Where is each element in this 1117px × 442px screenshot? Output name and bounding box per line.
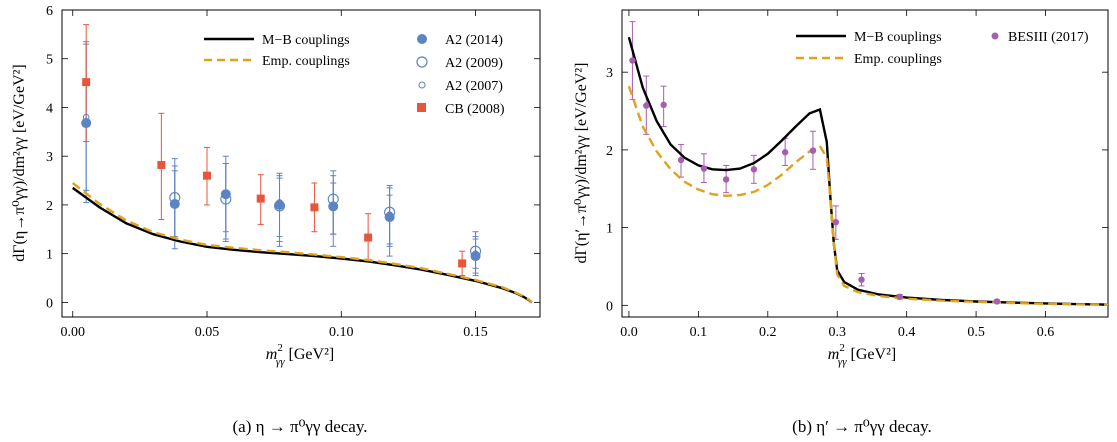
legend-label-a2-2007: A2 (2007) xyxy=(445,79,503,94)
panel-b-series xyxy=(627,21,1108,306)
x-tick-label: 0.10 xyxy=(329,325,354,340)
data-point-a2-2007 xyxy=(276,199,283,206)
data-point-besiii-2017 xyxy=(896,293,903,300)
legend-label-besiii: BESIII (2017) xyxy=(1008,30,1089,45)
data-point-cb-2008 xyxy=(203,171,212,180)
data-point-a2-2007 xyxy=(386,211,393,218)
data-point-besiii-2017 xyxy=(781,149,789,156)
data-point-cb-2008 xyxy=(256,194,265,203)
legend-label-mb-b: M−B couplings xyxy=(854,30,942,45)
legend-label-emp-b: Emp. couplings xyxy=(854,52,942,67)
y-tick-label: 0 xyxy=(46,296,53,311)
panel-a: 0.00 0.05 0.10 0.15 0 1 2 3 4 5 6 dΓ(η→π⁰γγ)/dm²γγ… xyxy=(11,4,541,436)
data-point-a2-2009 xyxy=(220,193,232,205)
y-tick-label: 5 xyxy=(46,53,53,68)
panel-b-legend: M−B couplings Emp. couplings BESIII (201… xyxy=(796,30,1089,67)
x-tick-label: 0.05 xyxy=(195,325,220,340)
y-tick-label: 3 xyxy=(606,66,613,81)
panel-b-x-axis-title: m2 γγ [GeV²] xyxy=(828,342,896,368)
panel-a-series xyxy=(71,24,533,304)
data-point-besiii-2017 xyxy=(722,176,730,183)
data-point-besiii-2017 xyxy=(750,166,758,173)
x-tick-label: 0.15 xyxy=(463,325,488,340)
y-tick-label: 2 xyxy=(46,199,53,214)
data-point-a2-2007 xyxy=(171,199,179,206)
panel-a-x-axis-title: m2 γγ [GeV²] xyxy=(266,342,334,368)
data-point-cb-2008 xyxy=(310,203,319,212)
x-tick-label: 0.3 xyxy=(828,325,846,340)
panel-b-y-axis-title: dΓ(η′→π⁰γγ)/dm²γγ [eV/GeV²] xyxy=(573,63,590,264)
x-tick-label: 0.5 xyxy=(967,325,985,340)
panel-b-plot-frame xyxy=(621,9,1109,318)
data-point-a2-2007 xyxy=(222,189,230,197)
legend-label-mb-a: M−B couplings xyxy=(262,33,350,48)
data-point-cb-2008 xyxy=(458,259,467,268)
data-point-besiii-2017 xyxy=(832,218,840,226)
panel-b-x-axis-main: m xyxy=(828,346,840,363)
data-point-besiii-2017 xyxy=(858,276,865,283)
series-line-emp-couplings xyxy=(627,85,1108,306)
panel-a-x-axis-unit: [GeV²] xyxy=(285,346,335,363)
x-tick-label: 0.00 xyxy=(60,325,85,340)
series-line-m-b-couplings xyxy=(71,186,533,304)
x-tick-label: 0.6 xyxy=(1037,325,1055,340)
panel-a-plot-frame xyxy=(61,9,541,318)
data-point-besiii-2017 xyxy=(809,147,817,154)
panel-a-legend: M−B couplings Emp. couplings A2 (2014) A… xyxy=(204,33,505,117)
y-tick-label: 1 xyxy=(606,222,613,237)
x-tick-label: 0.2 xyxy=(759,325,777,340)
legend-marker-a2-2014 xyxy=(417,34,427,44)
plot-area xyxy=(71,24,533,304)
data-point-cb-2008 xyxy=(364,233,373,242)
legend-marker-a2-2007 xyxy=(418,81,426,89)
y-tick-label: 4 xyxy=(46,101,53,116)
data-point-besiii-2017 xyxy=(993,298,1001,305)
legend-label-emp-a: Emp. couplings xyxy=(262,54,350,69)
legend-label-cb-2008: CB (2008) xyxy=(445,102,505,117)
panel-b-ticks: 0.0 0.1 0.2 0.3 0.4 0.5 0.6 0 1 2 3 xyxy=(606,10,1108,340)
panel-b-x-axis-unit: [GeV²] xyxy=(847,346,897,363)
data-point-besiii-2017 xyxy=(629,57,636,64)
plot-area xyxy=(627,21,1108,306)
legend-marker-a2-2009 xyxy=(416,56,428,68)
series-line-emp-couplings xyxy=(71,182,533,304)
data-point-besiii-2017 xyxy=(677,156,685,164)
data-point-a2-2007 xyxy=(329,204,337,211)
panel-b-x-axis-sub: γγ xyxy=(838,356,847,368)
data-point-a2-2007 xyxy=(82,113,90,121)
panel-a-y-axis-title: dΓ(η→π⁰γγ)/dm²γγ [eV/GeV²] xyxy=(11,64,28,262)
data-point-besiii-2017 xyxy=(660,101,667,109)
y-tick-label: 1 xyxy=(46,248,53,263)
y-tick-label: 3 xyxy=(46,150,53,165)
panel-b-x-axis-sup: 2 xyxy=(839,342,845,354)
panel-b: 0.0 0.1 0.2 0.3 0.4 0.5 0.6 0 1 2 3 dΓ(η′→π⁰γγ)/dm… xyxy=(573,9,1109,436)
panel-a-x-axis-sup: 2 xyxy=(277,342,283,354)
legend-marker-cb-2008 xyxy=(417,103,426,112)
data-point-a2-2007 xyxy=(472,250,479,257)
data-point-a2-2014 xyxy=(81,118,92,129)
panel-a-ticks: 0.00 0.05 0.10 0.15 0 1 2 3 4 5 6 xyxy=(46,4,540,340)
panel-a-x-axis-main: m xyxy=(266,346,278,363)
legend-marker-besiii xyxy=(991,32,999,40)
x-tick-label: 0.4 xyxy=(898,325,916,340)
y-tick-label: 2 xyxy=(606,144,613,159)
y-tick-label: 6 xyxy=(46,4,53,19)
panel-b-caption: (b) η′ → π⁰γγ decay. xyxy=(792,417,932,436)
data-point-a2-2009 xyxy=(169,192,181,204)
x-tick-label: 0.0 xyxy=(620,325,638,340)
data-point-a2-2009 xyxy=(273,200,286,212)
data-point-besiii-2017 xyxy=(700,165,708,172)
series-line-m-b-couplings xyxy=(627,36,1108,306)
data-point-cb-2008 xyxy=(157,160,166,169)
panel-a-caption: (a) η → π⁰γγ decay. xyxy=(233,417,368,436)
y-tick-label: 0 xyxy=(606,299,613,314)
legend-label-a2-2014: A2 (2014) xyxy=(445,33,503,48)
data-point-cb-2008 xyxy=(82,78,91,87)
legend-label-a2-2009: A2 (2009) xyxy=(445,56,503,71)
panel-a-x-axis-sub: γγ xyxy=(276,356,285,368)
x-tick-label: 0.1 xyxy=(690,325,708,340)
data-point-besiii-2017 xyxy=(643,102,650,109)
